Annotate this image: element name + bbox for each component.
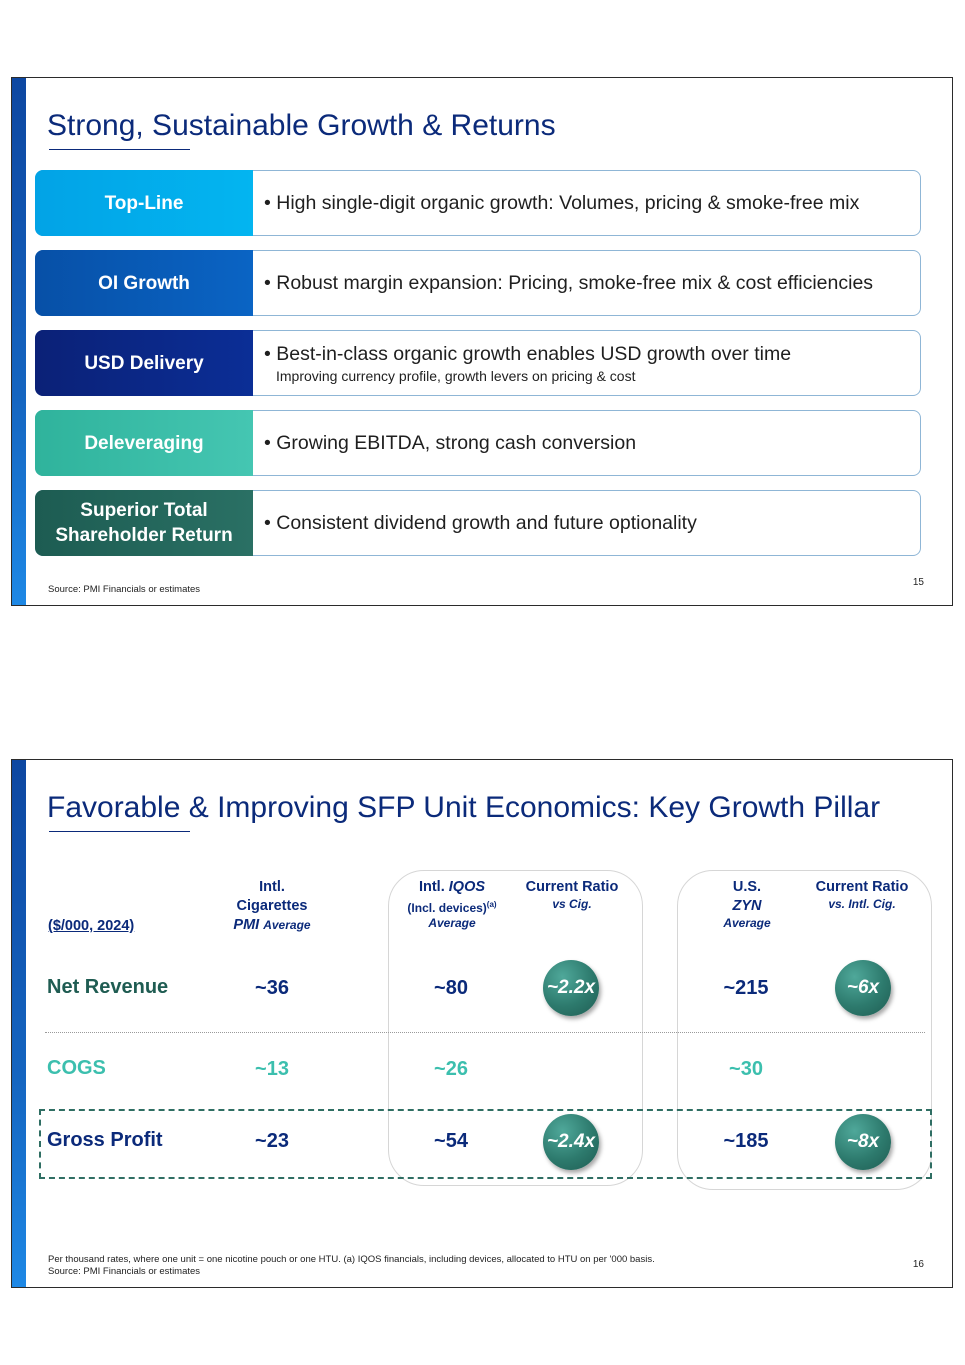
slide-unit-economics: Favorable & Improving SFP Unit Economics…	[11, 759, 953, 1288]
ratio-badge-net-revenue-zyn: ~6x	[835, 960, 891, 1016]
title-underline	[49, 831, 190, 832]
header-us-zyn: U.S. ZYN Average	[723, 879, 771, 930]
page-number: 16	[912, 1259, 924, 1270]
slide-title: Favorable & Improving SFP Unit Economics…	[47, 791, 881, 824]
row-text: • Best-in-class organic growth enables U…	[264, 331, 912, 395]
page-number: 15	[912, 577, 924, 588]
value-cogs-intl-cig: ~13	[255, 1058, 289, 1080]
row-label: Top-Line	[35, 170, 253, 236]
header-current-ratio-vs-intl-cig: Current Ratio vs. Intl. Cig.	[815, 879, 909, 911]
value-gross-profit-intl-iqos: ~54	[434, 1130, 468, 1152]
value-net-revenue-intl-iqos: ~80	[434, 977, 468, 999]
header-intl-iqos: Intl. IQOS (Incl. devices)(a) Average	[407, 879, 497, 930]
ratio-badge-gross-profit-zyn: ~8x	[835, 1114, 891, 1170]
row-label: Deleveraging	[35, 410, 253, 476]
row-oi-growth: OI Growth • Robust margin expansion: Pri…	[35, 250, 921, 316]
unit-label: ($/000, 2024)	[48, 918, 135, 934]
slide-accent-bar	[12, 78, 26, 605]
row-usd-delivery: USD Delivery • Best-in-class organic gro…	[35, 330, 921, 396]
value-gross-profit-us-zyn: ~185	[723, 1130, 769, 1152]
row-deleveraging: Deleveraging • Growing EBITDA, strong ca…	[35, 410, 921, 476]
gross-profit-highlight-box	[39, 1109, 932, 1179]
header-current-ratio-vs-cig: Current Ratio vs Cig.	[525, 879, 619, 911]
iqos-group-outline	[388, 870, 643, 1186]
value-cogs-us-zyn: ~30	[729, 1058, 763, 1080]
value-net-revenue-us-zyn: ~215	[723, 977, 769, 999]
row-total-shareholder-return: Superior Total Shareholder Return • Cons…	[35, 490, 921, 556]
value-cogs-intl-iqos: ~26	[434, 1058, 468, 1080]
row-label: USD Delivery	[35, 330, 253, 396]
row-divider	[45, 1032, 925, 1033]
row-text: • Growing EBITDA, strong cash conversion	[264, 431, 637, 454]
row-top-line: Top-Line • High single-digit organic gro…	[35, 170, 921, 236]
row-label: OI Growth	[35, 250, 253, 316]
row-subtext: Improving currency profile, growth lever…	[276, 367, 636, 384]
row-label: Superior Total Shareholder Return	[35, 490, 253, 556]
slide-growth-returns: Strong, Sustainable Growth & Returns Top…	[11, 77, 953, 606]
footnote: Per thousand rates, where one unit = one…	[48, 1254, 655, 1277]
row-text: • Robust margin expansion: Pricing, smok…	[264, 271, 874, 294]
row-text: • Consistent dividend growth and future …	[264, 511, 697, 534]
header-intl-cigarettes: Intl. Cigarettes PMI Average	[233, 879, 311, 933]
slide-title: Strong, Sustainable Growth & Returns	[47, 109, 556, 142]
title-underline	[49, 149, 190, 150]
row-label-gross-profit: Gross Profit	[47, 1129, 163, 1151]
row-label-net-revenue: Net Revenue	[47, 976, 169, 998]
slide-accent-bar	[12, 760, 26, 1287]
source-note: Source: PMI Financials or estimates	[48, 584, 201, 595]
zyn-group-outline	[677, 870, 932, 1190]
row-label-cogs: COGS	[47, 1057, 106, 1079]
ratio-badge-gross-profit-iqos: ~2.4x	[543, 1114, 599, 1170]
value-gross-profit-intl-cig: ~23	[255, 1130, 289, 1152]
value-net-revenue-intl-cig: ~36	[255, 977, 289, 999]
ratio-badge-net-revenue-iqos: ~2.2x	[543, 960, 599, 1016]
row-text: • High single-digit organic growth: Volu…	[264, 191, 860, 214]
